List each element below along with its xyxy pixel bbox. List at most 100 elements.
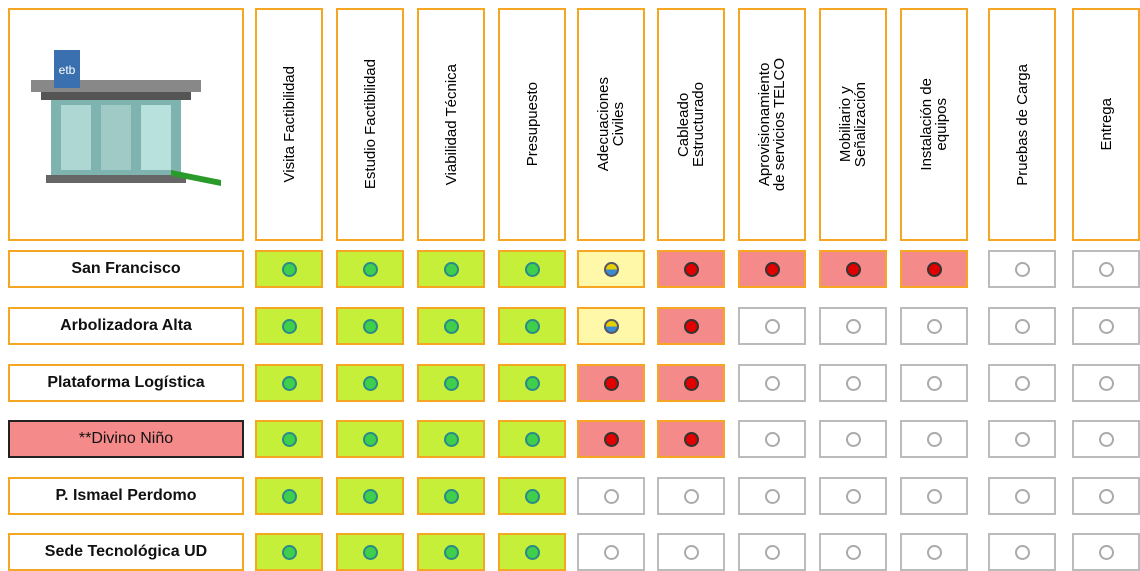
column-header: Pruebas de Carga bbox=[988, 8, 1056, 241]
status-dot bbox=[845, 544, 861, 560]
status-dot bbox=[362, 261, 378, 277]
status-cell bbox=[900, 533, 968, 571]
status-cell bbox=[336, 533, 404, 571]
row-label: **Divino Niño bbox=[8, 420, 244, 458]
status-cell bbox=[900, 420, 968, 458]
column-title: Viabilidad Técnica bbox=[442, 63, 460, 186]
status-cell bbox=[900, 307, 968, 345]
status-dot bbox=[845, 375, 861, 391]
column-title: Aprovisionamiento de servicios TELCO bbox=[756, 57, 788, 192]
status-cell bbox=[417, 477, 485, 515]
status-cell bbox=[255, 250, 323, 288]
status-cell bbox=[657, 250, 725, 288]
status-cell bbox=[819, 533, 887, 571]
status-dot bbox=[1014, 375, 1030, 391]
status-cell bbox=[255, 533, 323, 571]
status-cell bbox=[577, 533, 645, 571]
status-cell bbox=[498, 533, 566, 571]
status-dot bbox=[281, 375, 297, 391]
status-cell bbox=[738, 533, 806, 571]
status-dot bbox=[1014, 261, 1030, 277]
status-cell bbox=[498, 250, 566, 288]
status-dot bbox=[362, 431, 378, 447]
logo-cell: etb bbox=[8, 8, 244, 241]
status-cell bbox=[988, 307, 1056, 345]
status-cell bbox=[657, 364, 725, 402]
status-dot bbox=[603, 318, 619, 334]
status-dot bbox=[764, 375, 780, 391]
status-dot bbox=[524, 375, 540, 391]
status-dot bbox=[1014, 318, 1030, 334]
status-dot bbox=[683, 488, 699, 504]
status-dot bbox=[281, 544, 297, 560]
status-dot bbox=[603, 375, 619, 391]
status-dot bbox=[524, 488, 540, 504]
column-header: Adecuaciones Civiles bbox=[577, 8, 645, 241]
status-cell bbox=[900, 364, 968, 402]
status-cell bbox=[657, 307, 725, 345]
status-dot bbox=[281, 318, 297, 334]
status-dot bbox=[1098, 375, 1114, 391]
status-dot bbox=[1014, 488, 1030, 504]
status-dot bbox=[443, 488, 459, 504]
row-label: P. Ismael Perdomo bbox=[8, 477, 244, 515]
column-header: Cableado Estructurado bbox=[657, 8, 725, 241]
status-cell bbox=[738, 307, 806, 345]
status-dot bbox=[1098, 488, 1114, 504]
status-dot bbox=[524, 318, 540, 334]
status-dot bbox=[764, 488, 780, 504]
column-title: Pruebas de Carga bbox=[1013, 63, 1031, 186]
status-cell bbox=[1072, 364, 1140, 402]
status-cell bbox=[336, 307, 404, 345]
status-cell bbox=[577, 364, 645, 402]
status-cell bbox=[417, 307, 485, 345]
column-header: Presupuesto bbox=[498, 8, 566, 241]
status-dot bbox=[764, 261, 780, 277]
column-header: Aprovisionamiento de servicios TELCO bbox=[738, 8, 806, 241]
status-cell bbox=[577, 307, 645, 345]
status-cell bbox=[336, 420, 404, 458]
status-cell bbox=[819, 250, 887, 288]
column-header: Entrega bbox=[1072, 8, 1140, 241]
column-header: Viabilidad Técnica bbox=[417, 8, 485, 241]
status-cell bbox=[988, 364, 1056, 402]
status-cell bbox=[900, 250, 968, 288]
row-label: Sede Tecnológica UD bbox=[8, 533, 244, 571]
svg-text:etb: etb bbox=[59, 63, 76, 77]
status-cell bbox=[900, 477, 968, 515]
column-header: Visita Factibilidad bbox=[255, 8, 323, 241]
status-dot bbox=[764, 431, 780, 447]
status-dot bbox=[524, 544, 540, 560]
status-cell bbox=[498, 420, 566, 458]
status-cell bbox=[1072, 250, 1140, 288]
status-cell bbox=[1072, 477, 1140, 515]
status-dot bbox=[764, 318, 780, 334]
status-dot bbox=[362, 488, 378, 504]
status-dot bbox=[1014, 544, 1030, 560]
status-dot bbox=[281, 431, 297, 447]
status-dot bbox=[603, 544, 619, 560]
status-dot bbox=[362, 544, 378, 560]
status-cell bbox=[988, 250, 1056, 288]
status-cell bbox=[336, 364, 404, 402]
status-cell bbox=[417, 420, 485, 458]
status-dot bbox=[683, 261, 699, 277]
status-cell bbox=[988, 477, 1056, 515]
status-cell bbox=[498, 364, 566, 402]
status-dot bbox=[926, 318, 942, 334]
status-dot bbox=[926, 431, 942, 447]
status-dot bbox=[443, 375, 459, 391]
status-dot bbox=[443, 431, 459, 447]
status-cell bbox=[1072, 420, 1140, 458]
status-dot bbox=[1014, 431, 1030, 447]
status-cell bbox=[1072, 307, 1140, 345]
status-cell bbox=[255, 364, 323, 402]
row-label: San Francisco bbox=[8, 250, 244, 288]
status-dot bbox=[1098, 544, 1114, 560]
status-dot bbox=[281, 488, 297, 504]
status-dot bbox=[683, 544, 699, 560]
column-header: Instalación de equipos bbox=[900, 8, 968, 241]
status-cell bbox=[819, 364, 887, 402]
status-cell bbox=[1072, 533, 1140, 571]
column-title: Adecuaciones Civiles bbox=[595, 77, 627, 172]
